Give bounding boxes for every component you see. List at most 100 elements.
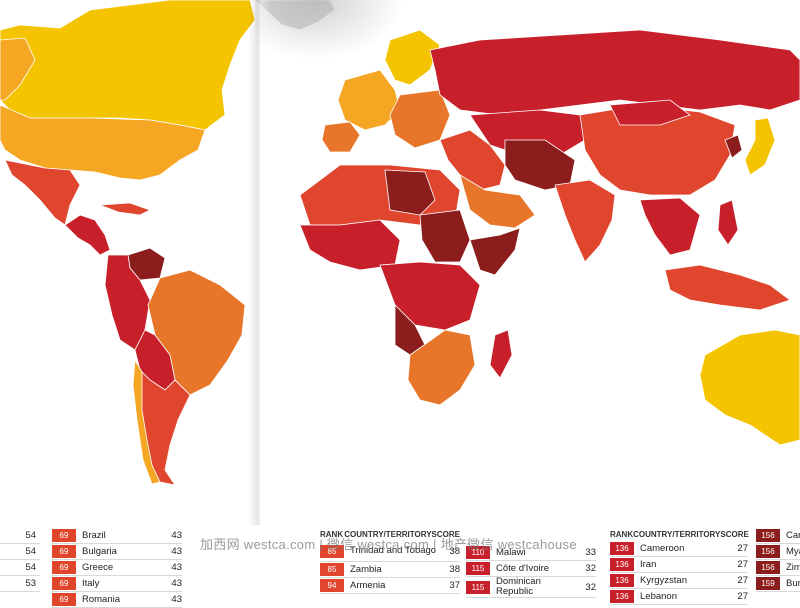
score-cell: 27 [737,543,748,554]
greenland [254,0,336,31]
country-name: Cam [786,529,800,541]
rank-badge: 136 [610,590,634,603]
header-country: COUNTRY/TERRITORY [633,530,721,539]
region-north-korea [724,134,743,159]
score-cell: 43 [171,578,182,589]
table-row: 85 Zambia 38 [320,562,460,578]
region-madagascar [489,329,513,379]
table-header: RANK COUNTRY/TERRITORY SCORE [320,528,460,541]
country-name: Romania [82,593,121,605]
rank-badge: 85 [320,563,344,576]
country-name: Italy [82,577,100,589]
rank-badge: 136 [610,558,634,571]
score-cell: 54 [25,546,36,557]
region-philippines [717,199,739,246]
region-russia [429,29,800,116]
rank-badge: 159 [756,577,780,590]
region-canada [0,0,256,131]
country-name: Armenia [350,579,386,591]
region-chile [132,358,161,485]
table-row: 69 Bulgaria 43 [52,544,182,560]
score-cell: 54 [25,530,36,541]
table-row: 54 [0,544,40,560]
rank-badge: 156 [756,529,780,542]
region-central-america [64,214,111,256]
rank-badge: 115 [466,562,490,575]
country-name: Greece [82,561,114,573]
score-cell: 43 [171,562,182,573]
rank-badge: 69 [52,561,76,574]
rank-badge: 136 [610,542,634,555]
country-name: Malawi [496,546,526,558]
table-row: 94 Armenia 37 [320,578,460,594]
header-score: SCORE [720,530,749,539]
score-cell: 27 [737,591,748,602]
score-cell: 54 [25,562,36,573]
region-libya [384,169,436,216]
region-sudan [419,209,471,263]
country-name: Lebanon [640,590,677,602]
region-iberia [321,121,361,153]
country-name: Mya [786,545,800,557]
header-rank: RANK [320,530,344,539]
rank-badge: 156 [756,545,780,558]
score-cell: 33 [585,547,596,558]
table-row: 69 Italy 43 [52,576,182,592]
table-row: 53 [0,576,40,592]
ranking-table-left-edge: 54 54 54 53 [0,528,40,592]
rank-badge: 136 [610,574,634,587]
rank-badge: 69 [52,577,76,590]
country-name: Bur [786,577,800,589]
score-cell: 38 [449,564,460,575]
table-row: 69 Romania 43 [52,592,182,608]
country-name: Zim [786,561,800,573]
table-row: 136 Kyrgyzstan 27 [610,573,748,589]
rank-badge: 156 [756,561,780,574]
country-name: Iran [640,558,657,570]
map-svg [0,0,800,486]
table-row: 69 Greece 43 [52,560,182,576]
rank-badge: 69 [52,529,76,542]
ranking-table-col-e: 156 Cam 156 Mya 156 Zim 159 Bur [756,528,800,592]
table-row: 156 Zim [756,560,800,576]
header-score: SCORE [431,530,460,539]
region-southern-africa [407,329,476,406]
region-alaska [0,37,36,101]
ranking-table-col-b: RANK COUNTRY/TERRITORY SCORE 85 Trinidad… [320,528,460,594]
country-name: Dominican Republic [496,576,541,597]
region-horn [469,227,521,276]
region-southeast-asia [639,197,701,256]
rank-badge: 69 [52,545,76,558]
table-row: 136 Cameroon 27 [610,541,748,557]
score-cell: 38 [449,545,460,557]
score-cell: 53 [25,578,36,589]
score-cell: 37 [449,580,460,591]
table-row: 115 Dominican Republic 32 [466,577,596,598]
rank-badge: 85 [320,544,344,558]
world-map [0,0,800,525]
table-row: 54 [0,528,40,544]
score-cell: 43 [171,546,182,557]
country-name: Kyrgyzstan [640,574,687,586]
table-row: 156 Mya [756,544,800,560]
table-header: RANK COUNTRY/TERRITORY SCORE [610,528,749,541]
header-rank: RANK [610,530,634,539]
table-row: 85 Trinidad and Tobago 38 [320,541,460,562]
region-mongolia [609,99,691,126]
country-name: Bulgaria [82,545,117,557]
table-row: 159 Bur [756,576,800,592]
watermark-text: 加西网 westca.com | 微信 westca.com | 地产微信 we… [200,537,577,552]
region-west-africa [299,219,401,271]
table-row: 115 Côte d'Ivoire 32 [466,561,596,577]
region-mexico [4,159,81,226]
score-cell: 27 [737,575,748,586]
region-arabia [459,174,536,229]
country-name: Trinidad and Tobago [350,545,437,556]
ranking-table-col-a: 69 Brazil 43 69 Bulgaria 43 69 Greece 43… [52,528,182,608]
region-central-asia [469,109,586,156]
table-row: 69 Brazil 43 [52,528,182,544]
country-name: Cameroon [640,542,685,554]
region-middle-east [439,129,506,191]
region-indonesia [664,264,791,311]
region-china [579,104,736,196]
